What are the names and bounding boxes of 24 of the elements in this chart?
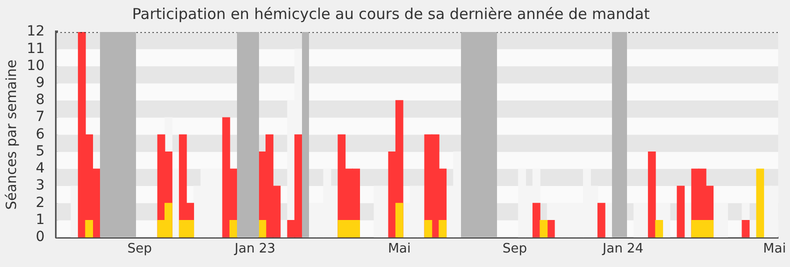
x-tick-label: Mai: [763, 242, 786, 257]
y-tick-label: 6: [36, 126, 45, 142]
y-tick-label: 0: [36, 229, 45, 246]
y-tick-label: 2: [36, 194, 45, 211]
y-tick-label: 4: [36, 160, 45, 177]
x-tick-label: Sep: [127, 242, 152, 257]
x-tick-label: Jan 24: [602, 242, 644, 257]
x-tick-label: Jan 23: [234, 242, 276, 257]
y-tick-label: 9: [36, 74, 45, 91]
y-tick-label: 10: [26, 58, 45, 74]
y-tick-label: 8: [36, 92, 45, 108]
bar: [229, 220, 238, 238]
y-tick-label: 3: [36, 178, 45, 194]
y-tick-label: 11: [26, 40, 45, 57]
y-axis-title: Séances par semaine: [4, 60, 20, 210]
bar: [85, 220, 94, 238]
y-tick-label: 7: [36, 109, 45, 126]
y-tick-label: 5: [36, 143, 45, 160]
y-tick-label: 12: [26, 24, 45, 40]
chart-title: Participation en hémicycle au cours de sa dernière année de mandat: [132, 4, 650, 23]
x-tick-label: Sep: [502, 242, 528, 257]
y-tick-label: 1: [36, 212, 45, 228]
bar: [648, 151, 656, 238]
x-tick-label: Mai: [388, 242, 411, 257]
